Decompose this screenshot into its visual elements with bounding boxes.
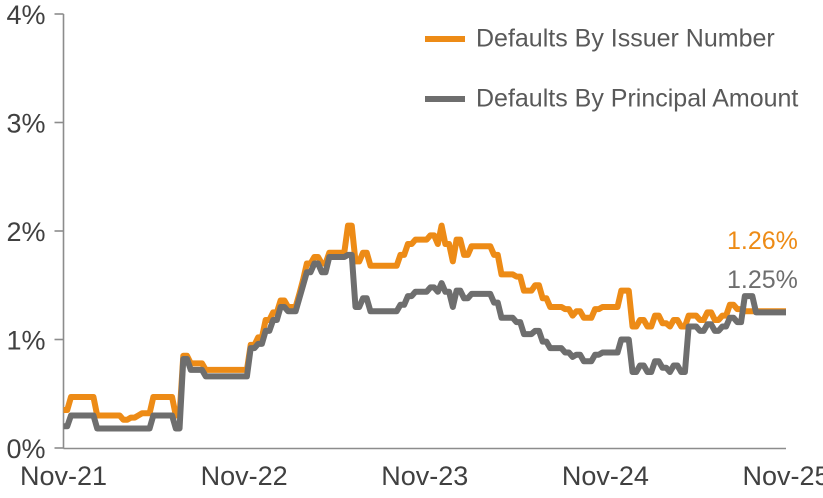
legend-label-issuer-number: Defaults By Issuer Number	[476, 25, 775, 53]
y-tick-label-3%: 3%	[6, 109, 45, 139]
series-line-principal-amount	[63, 251, 786, 432]
y-tick-label-group: 0% 1% 2% 3% 4%	[6, 0, 45, 464]
y-tick-label-1%: 1%	[6, 326, 45, 356]
end-value-label-principal-amount: 1.25%	[727, 266, 798, 294]
x-tick-label-nov-24: Nov-24	[562, 461, 649, 491]
x-tick-label-nov-21: Nov-21	[20, 461, 107, 491]
x-tick-label-group: Nov-21 Nov-22 Nov-23 Nov-24 Nov-25	[20, 461, 823, 491]
x-tick-label-nov-22: Nov-22	[201, 461, 288, 491]
x-tick-label-nov-23: Nov-23	[381, 461, 468, 491]
series-group	[63, 222, 786, 432]
x-tick-label-nov-25: Nov-25	[742, 461, 823, 491]
legend-label-principal-amount: Defaults By Principal Amount	[476, 85, 798, 113]
y-tick-group	[54, 13, 64, 449]
chart-legend: Defaults By Issuer Number Defaults By Pr…	[425, 25, 798, 113]
series-line-issuer-number	[63, 222, 786, 423]
y-tick-label-0%: 0%	[6, 434, 45, 464]
y-tick-label-2%: 2%	[6, 217, 45, 247]
end-value-label-issuer-number: 1.26%	[727, 227, 798, 255]
y-tick-label-4%: 4%	[6, 0, 45, 30]
